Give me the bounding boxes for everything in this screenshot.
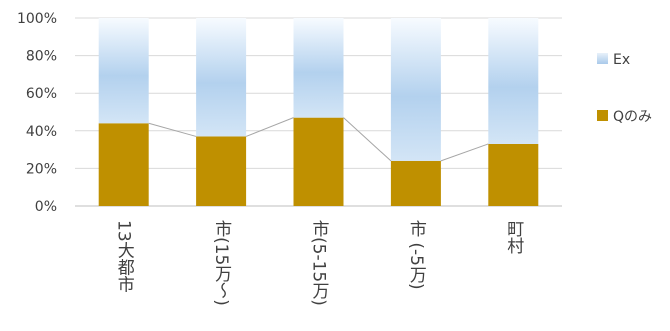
x-tick-label: 市 (-5万) bbox=[406, 220, 427, 290]
y-tick-label: 60% bbox=[26, 86, 57, 102]
x-tick-label: 13大都市 bbox=[114, 220, 135, 293]
connector-lines bbox=[148, 117, 489, 162]
legend-swatch bbox=[597, 53, 608, 64]
bar-qonly-5 bbox=[488, 143, 539, 206]
series-connector-line bbox=[245, 117, 294, 137]
y-tick-label: 80% bbox=[26, 49, 57, 65]
bars bbox=[98, 18, 539, 206]
bar-ex-4 bbox=[390, 18, 441, 161]
bar-ex-5 bbox=[488, 18, 539, 144]
y-tick-label: 20% bbox=[26, 161, 57, 177]
x-tick-label: 市(5-15万) bbox=[309, 220, 330, 306]
legend-swatch bbox=[597, 110, 608, 121]
bar-qonly-3 bbox=[293, 117, 344, 206]
y-tick-label: 100% bbox=[17, 11, 57, 27]
legend: Ex Qのみ bbox=[597, 52, 652, 125]
bar-ex-3 bbox=[293, 18, 344, 118]
x-tick-label: 市(15万～) bbox=[211, 220, 232, 306]
series-connector-line bbox=[440, 143, 489, 162]
bar-ex-2 bbox=[196, 18, 247, 137]
bar-qonly-1 bbox=[98, 123, 149, 206]
series-connector-line bbox=[343, 117, 392, 162]
axes: 0% 20% 40% 60% 80% 100% 13大都市 市(15万～) 市(5-15万) 市 … bbox=[17, 11, 524, 306]
bar-qonly-2 bbox=[196, 136, 247, 206]
x-tick-label: 町村 bbox=[503, 220, 524, 254]
series-connector-line bbox=[148, 122, 197, 137]
y-tick-label: 0% bbox=[35, 199, 57, 215]
legend-label: Qのみ bbox=[613, 109, 652, 125]
bar-ex-1 bbox=[98, 18, 149, 124]
bar-qonly-4 bbox=[390, 160, 441, 206]
y-tick-label: 40% bbox=[26, 124, 57, 140]
legend-label: Ex bbox=[613, 52, 630, 68]
